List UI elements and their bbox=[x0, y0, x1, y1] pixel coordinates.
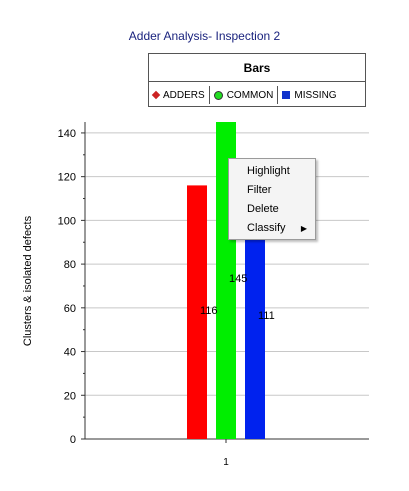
legend-item-label: MISSING bbox=[294, 90, 336, 101]
legend-items: ADDERS COMMON MISSING bbox=[149, 82, 365, 108]
legend-item-common[interactable]: COMMON bbox=[210, 86, 279, 104]
legend-item-label: COMMON bbox=[227, 90, 274, 101]
x-tick-label: 1 bbox=[223, 457, 229, 468]
menu-item-label: Delete bbox=[247, 203, 279, 215]
data-label: 145 bbox=[229, 273, 247, 285]
diamond-marker-icon bbox=[152, 91, 160, 99]
y-tick-label: 120 bbox=[58, 172, 76, 184]
circle-marker-icon bbox=[214, 91, 223, 100]
y-axis-label: Clusters & isolated defects bbox=[22, 215, 34, 346]
legend-title: Bars bbox=[149, 54, 365, 82]
menu-item-delete[interactable]: Delete bbox=[229, 200, 315, 219]
menu-item-filter[interactable]: Filter bbox=[229, 181, 315, 200]
data-label: 116 bbox=[200, 305, 218, 317]
y-tick-label: 0 bbox=[70, 434, 76, 446]
y-tick-label: 40 bbox=[64, 347, 76, 359]
menu-item-highlight[interactable]: Highlight bbox=[229, 162, 315, 181]
y-tick-label: 20 bbox=[64, 390, 76, 402]
triangle-right-icon: ▶ bbox=[301, 219, 307, 238]
context-menu: Highlight Filter Delete Classify ▶ bbox=[228, 158, 316, 240]
menu-item-label: Highlight bbox=[247, 165, 290, 177]
menu-item-label: Classify bbox=[247, 222, 286, 234]
y-tick-label: 80 bbox=[64, 259, 76, 271]
y-tick-label: 140 bbox=[58, 128, 76, 140]
legend-item-missing[interactable]: MISSING bbox=[278, 86, 340, 104]
y-tick-label: 100 bbox=[58, 215, 76, 227]
chart-title: Adder Analysis- Inspection 2 bbox=[0, 29, 409, 43]
menu-item-label: Filter bbox=[247, 184, 271, 196]
legend-item-adders[interactable]: ADDERS bbox=[149, 86, 210, 104]
data-label: 111 bbox=[258, 310, 275, 322]
square-marker-icon bbox=[282, 91, 290, 99]
legend-item-label: ADDERS bbox=[163, 90, 205, 101]
legend: Bars ADDERS COMMON MISSING bbox=[148, 53, 366, 107]
y-tick-label: 60 bbox=[64, 303, 76, 315]
menu-item-classify[interactable]: Classify ▶ bbox=[229, 219, 315, 238]
